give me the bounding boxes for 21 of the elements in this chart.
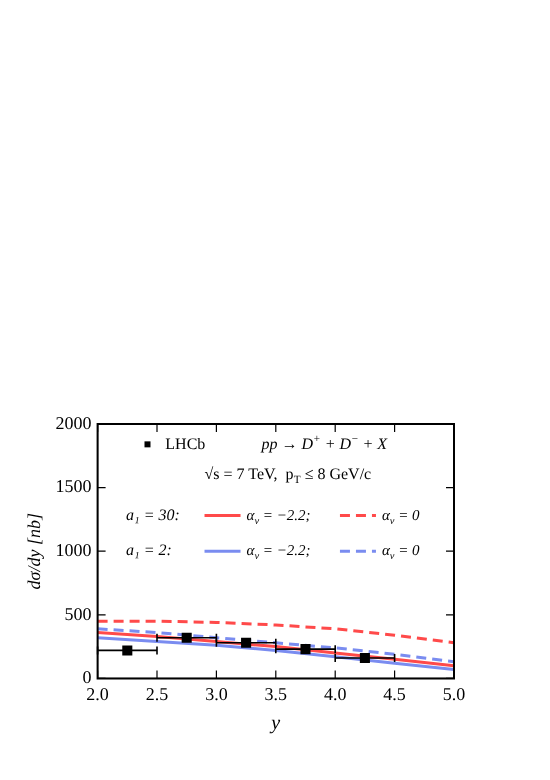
x-tick-label: 4.5 xyxy=(383,683,407,704)
x-tick-label: 2.5 xyxy=(145,683,170,704)
y-tick-label: 1000 xyxy=(55,539,93,560)
x-tick-label: 3.0 xyxy=(205,683,229,704)
x-tick-label: 4.0 xyxy=(323,683,348,704)
annotation: a₁ = 2: xyxy=(126,541,173,560)
line-series xyxy=(97,619,454,645)
y-tick-label: 0 xyxy=(82,667,93,688)
point xyxy=(122,645,133,656)
x-tick-label: 2.0 xyxy=(86,683,110,704)
legend-label: LHCb xyxy=(165,434,206,453)
x-tick-label: 5.0 xyxy=(442,683,467,704)
point xyxy=(300,644,311,655)
point xyxy=(181,632,192,643)
x-tick-label: 3.5 xyxy=(264,683,289,704)
annotation: a₁ = 30: xyxy=(126,505,181,524)
y-tick-label: 500 xyxy=(64,603,93,624)
y-tick-label: 2000 xyxy=(55,412,93,433)
y-axis-title: dσ/dy [nb] xyxy=(23,512,44,590)
x-axis-title: y xyxy=(269,713,282,736)
y-tick-label: 1500 xyxy=(55,476,93,497)
